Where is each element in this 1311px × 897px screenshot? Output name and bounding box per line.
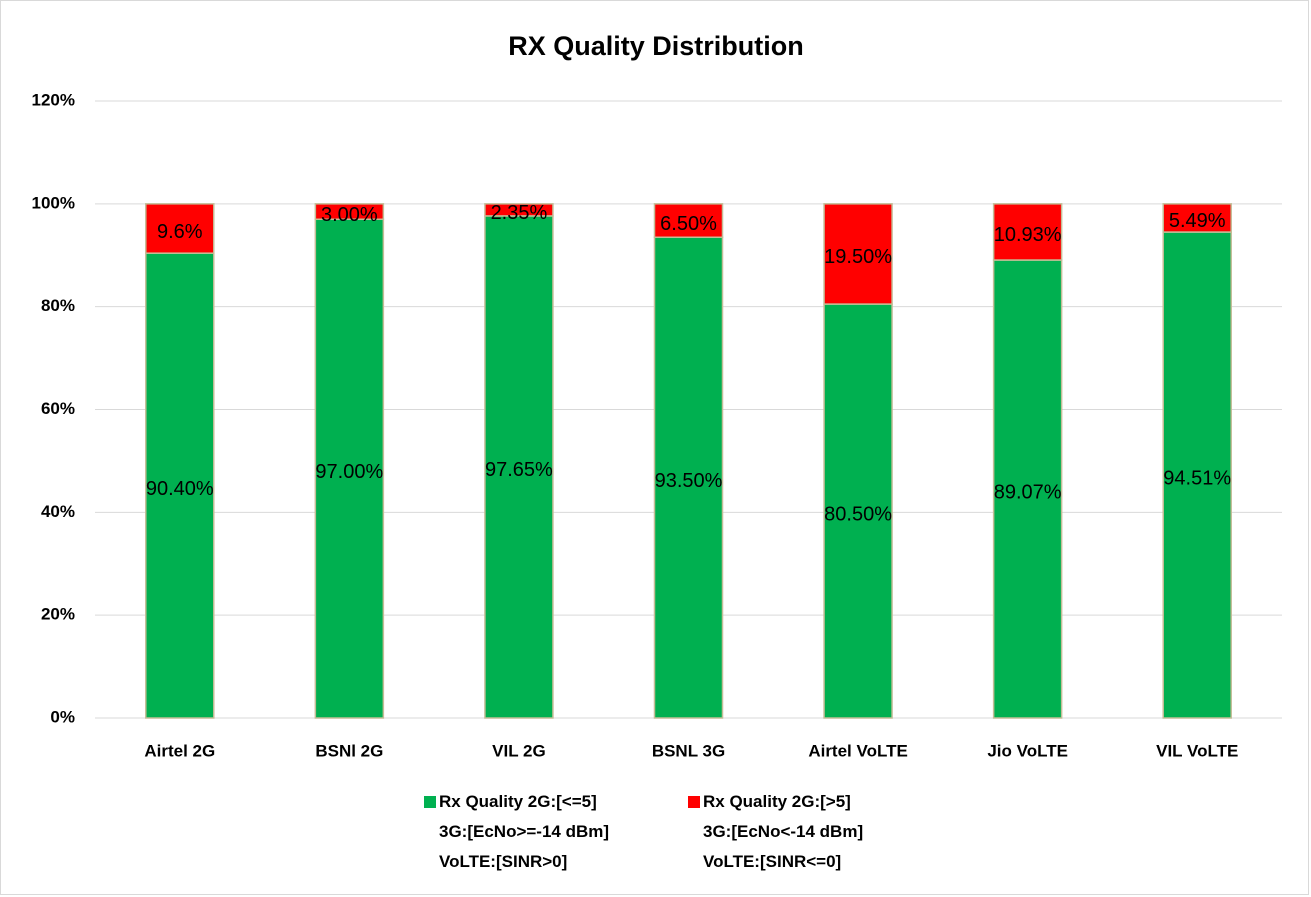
data-label: 93.50% — [655, 470, 723, 492]
data-label: 9.6% — [157, 221, 203, 243]
y-tick-label: 120% — [32, 90, 75, 109]
legend-label: Rx Quality 2G:[<=5] 3G:[EcNo>=-14 dBm] V… — [439, 792, 610, 871]
chart-title: RX Quality Distribution — [508, 31, 804, 61]
data-label: 90.40% — [146, 478, 214, 500]
y-tick-label: 100% — [32, 193, 75, 212]
data-label: 97.00% — [315, 461, 383, 483]
data-label: 94.51% — [1163, 467, 1231, 489]
x-tick-label: VIL VoLTE — [1156, 741, 1238, 760]
y-tick-label: 20% — [41, 605, 75, 624]
bar-segment — [823, 303, 893, 719]
data-label: 2.35% — [491, 202, 548, 224]
data-label: 5.49% — [1169, 210, 1226, 232]
bar-segment — [314, 203, 385, 221]
x-tick-label: Jio VoLTE — [987, 741, 1068, 760]
bar-segment — [653, 203, 724, 239]
bar-segment — [992, 259, 1063, 719]
data-label: 80.50% — [824, 503, 892, 525]
x-tick-label: Airtel 2G — [144, 741, 215, 760]
bar-segment — [484, 203, 554, 217]
bar-segment — [653, 236, 724, 719]
bar-segment — [484, 215, 554, 719]
bar-segment — [992, 203, 1063, 261]
data-label: 19.50% — [824, 246, 892, 268]
bar-segment — [1162, 231, 1232, 719]
x-tick-label: Airtel VoLTE — [808, 741, 908, 760]
data-label: 10.93% — [994, 224, 1062, 246]
x-tick-label: BSNl 2G — [315, 741, 383, 760]
legend-swatch — [688, 796, 700, 808]
y-tick-label: 60% — [41, 399, 75, 418]
y-tick-label: 80% — [41, 296, 75, 315]
x-tick-label: VIL 2G — [492, 741, 546, 760]
data-label: 3.00% — [321, 204, 378, 226]
data-label: 6.50% — [660, 213, 717, 235]
y-tick-label: 0% — [50, 707, 75, 726]
data-label: 89.07% — [994, 481, 1062, 503]
y-tick-label: 40% — [41, 502, 75, 521]
bar-segment — [145, 252, 215, 719]
bar-segment — [823, 203, 893, 305]
bar-segment — [314, 218, 385, 719]
bar-segment — [145, 203, 215, 254]
data-label: 97.65% — [485, 459, 553, 481]
legend-swatch — [424, 796, 436, 808]
bar-segment — [1162, 203, 1232, 233]
legend-label: Rx Quality 2G:[>5] 3G:[EcNo<-14 dBm] VoL… — [703, 792, 864, 871]
x-tick-label: BSNL 3G — [652, 741, 725, 760]
